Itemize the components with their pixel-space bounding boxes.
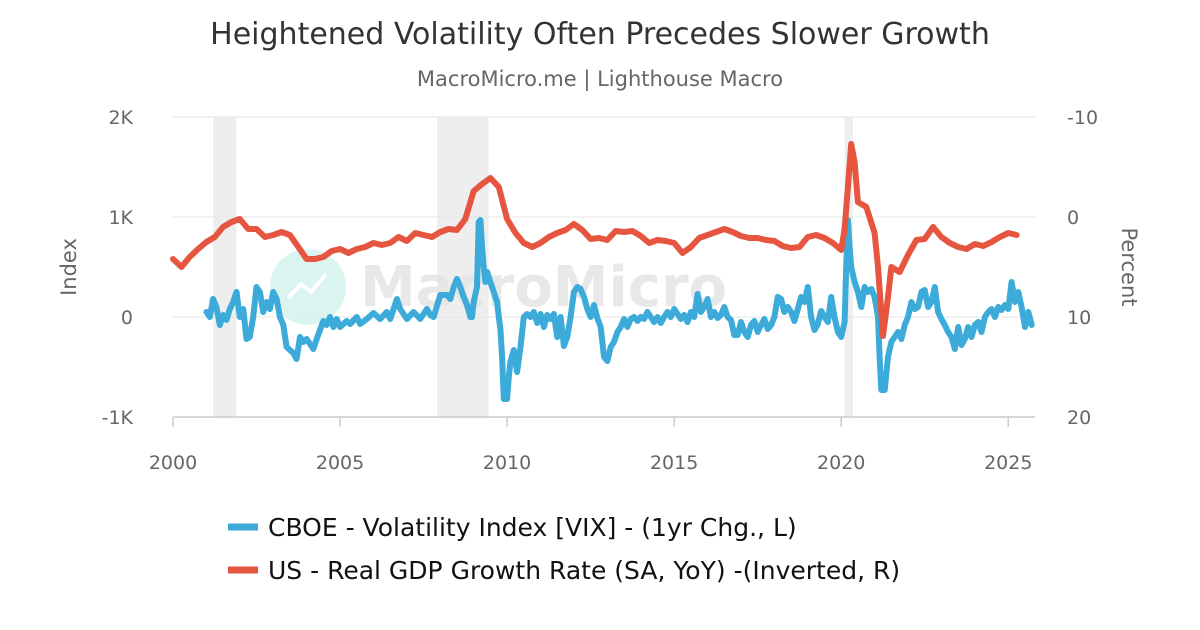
left-tick-label: -1K	[102, 407, 134, 429]
x-tick-label: 2000	[149, 452, 197, 474]
chart-title: Heightened Volatility Often Precedes Slo…	[210, 17, 990, 52]
vix-series-line	[203, 217, 1035, 402]
right-axis-title: Percent	[1117, 227, 1141, 306]
x-axis-ticks: 2000 2005 2010 2015 2020 2025	[149, 417, 1032, 474]
legend-label-vix: CBOE - Volatility Index [VIX] - (1yr Chg…	[268, 513, 797, 542]
watermark-text: MacroMicro	[360, 255, 727, 320]
legend-label-gdp: US - Real GDP Growth Rate (SA, YoY) -(In…	[268, 556, 900, 585]
series-lines	[170, 141, 1035, 402]
recession-band-0	[213, 117, 237, 417]
legend-item-gdp[interactable]: US - Real GDP Growth Rate (SA, YoY) -(In…	[228, 556, 900, 585]
watermark: MacroMicro	[270, 249, 727, 325]
left-axis-ticks: -1K 0 1K 2K	[102, 107, 134, 429]
legend: CBOE - Volatility Index [VIX] - (1yr Chg…	[228, 513, 900, 585]
left-tick-label: 1K	[108, 207, 133, 229]
watermark-logo-line	[286, 272, 328, 300]
x-tick-label: 2015	[650, 452, 698, 474]
x-tick-label: 2010	[483, 452, 531, 474]
x-tick-label: 2020	[817, 452, 865, 474]
left-tick-label: 0	[121, 307, 133, 329]
chart-subtitle: MacroMicro.me | Lighthouse Macro	[417, 67, 783, 92]
left-axis-title: Index	[57, 238, 81, 296]
gdp-series-line	[170, 141, 1020, 339]
right-tick-label: 10	[1067, 307, 1091, 329]
x-tick-label: 2025	[984, 452, 1032, 474]
right-tick-label: 20	[1067, 407, 1091, 429]
left-tick-label: 2K	[108, 107, 133, 129]
x-tick-label: 2005	[316, 452, 364, 474]
right-tick-label: 0	[1067, 207, 1079, 229]
right-tick-label: -10	[1067, 107, 1098, 129]
right-axis-ticks: 20 10 0 -10	[1067, 107, 1098, 429]
legend-item-vix[interactable]: CBOE - Volatility Index [VIX] - (1yr Chg…	[228, 513, 797, 542]
watermark-logo-icon	[270, 249, 346, 325]
